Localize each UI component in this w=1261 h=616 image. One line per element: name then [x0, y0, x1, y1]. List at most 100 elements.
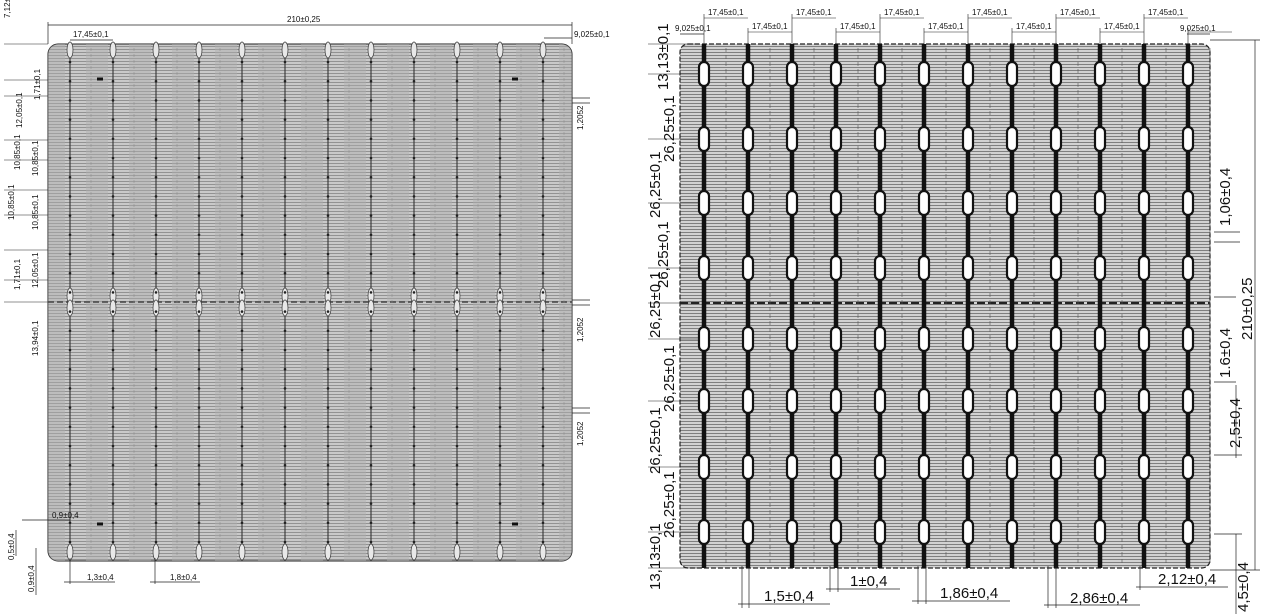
front-solder-dot	[197, 118, 201, 121]
front-solder-dot	[326, 214, 330, 217]
front-busbars	[66, 41, 547, 561]
front-solder-dot	[111, 310, 115, 313]
front-solder-dot	[197, 214, 201, 217]
front-busbar-end	[195, 543, 203, 561]
front-solder-dot	[541, 233, 545, 237]
front-solder-dot	[240, 99, 244, 102]
back-solder-pad	[1005, 518, 1019, 546]
front-solder-dot	[240, 540, 244, 544]
front-solder-dot	[498, 502, 502, 505]
front-solder-dot	[326, 233, 330, 237]
front-solder-dot	[154, 291, 158, 294]
front-busbar-end	[66, 41, 74, 59]
back-solder-pad	[741, 189, 755, 217]
front-solder-dot	[197, 502, 201, 505]
dim-front-left: 10,85±0,1	[7, 184, 16, 220]
back-solder-pad	[1093, 453, 1107, 481]
back-solder-pad	[785, 60, 799, 88]
dim-back-top-pitch: 17,45±0,1	[840, 22, 876, 31]
dim-front-overall-width: 210±0,25	[287, 15, 321, 24]
front-busbar-end	[109, 41, 117, 59]
back-solder-pad	[1049, 518, 1063, 546]
front-bottom-dims: 1,3±0,4 1,8±0,4	[64, 558, 200, 584]
front-solder-dot	[369, 271, 373, 275]
front-solder-dot	[369, 60, 373, 64]
front-busbar-end	[496, 543, 504, 561]
front-solder-dot	[326, 271, 330, 275]
back-solder-pad	[829, 387, 843, 415]
back-solder-pad	[829, 518, 843, 546]
front-solder-dot	[240, 367, 244, 371]
front-solder-dot	[541, 252, 545, 256]
dim-back-left: 26,25±0,1	[647, 151, 664, 218]
dim-front-bottom-1: 1,3±0,4	[87, 573, 114, 582]
dim-back-left: 26,25±0,1	[655, 221, 672, 288]
back-solder-pad	[785, 189, 799, 217]
front-solder-dot	[541, 291, 545, 294]
front-solder-dot	[111, 502, 115, 505]
front-solder-dot	[154, 348, 158, 352]
front-solder-dot	[369, 175, 373, 179]
front-solder-dot	[326, 521, 330, 525]
front-solder-dot	[455, 291, 459, 294]
front-solder-dot	[154, 195, 158, 198]
front-solder-dot	[369, 387, 373, 390]
front-solder-dot	[455, 502, 459, 505]
back-solder-pad	[1093, 189, 1107, 217]
dim-back-bottom-right: 4,5±0,4	[1235, 562, 1252, 612]
dim-back-bottom-1: 1,5±0,4	[764, 588, 814, 605]
front-solder-dot	[412, 425, 416, 429]
back-solder-pad	[961, 254, 975, 282]
front-solder-dot	[412, 214, 416, 217]
front-solder-dot	[111, 214, 115, 217]
front-solder-dot	[412, 387, 416, 390]
back-right-dims: 210±0,25 1,06±0,4 1.6±0,4 2,5±0,4 4,5±0,…	[1210, 39, 1260, 614]
front-solder-dot	[111, 425, 115, 429]
dim-back-top-pitch: 17,45±0,1	[1104, 22, 1140, 31]
back-solder-pad	[1005, 254, 1019, 282]
back-solder-pad	[741, 453, 755, 481]
back-solder-pad	[785, 453, 799, 481]
front-solder-dot	[412, 521, 416, 525]
front-solder-dot	[240, 271, 244, 275]
back-solder-pad	[873, 254, 887, 282]
front-solder-dot	[455, 425, 459, 429]
front-solder-dot	[455, 310, 459, 313]
dim-back-left: 13,13±0,1	[647, 523, 664, 590]
front-solder-dot	[541, 175, 545, 179]
dim-front-right-2: 1,2052	[576, 317, 585, 342]
back-solder-pad	[917, 453, 931, 481]
front-solder-dot	[498, 118, 502, 121]
front-solder-dot	[455, 175, 459, 179]
front-solder-dot	[455, 137, 459, 141]
dim-back-top-right-edge: 9,025±0,1	[1180, 24, 1216, 33]
front-solder-dot	[283, 195, 287, 198]
front-busbar-end	[238, 543, 246, 561]
front-solder-dot	[197, 367, 201, 371]
front-solder-dot	[498, 195, 502, 198]
back-solder-pad	[873, 387, 887, 415]
front-solder-dot	[369, 348, 373, 352]
front-solder-dot	[154, 367, 158, 371]
front-solder-dot	[154, 521, 158, 525]
front-solder-dot	[412, 348, 416, 352]
front-solder-dot	[455, 156, 459, 160]
front-solder-dot	[197, 137, 201, 141]
back-solder-pad	[829, 254, 843, 282]
front-solder-dot	[197, 291, 201, 294]
front-busbar-end	[324, 299, 332, 317]
back-solder-pad	[1093, 60, 1107, 88]
front-solder-dot	[369, 406, 373, 409]
front-solder-dot	[154, 252, 158, 256]
back-solder-pad	[785, 387, 799, 415]
back-solder-pad	[697, 453, 711, 481]
front-solder-dot	[68, 540, 72, 544]
front-solder-dot	[326, 406, 330, 409]
front-solder-dot	[498, 252, 502, 256]
front-solder-dot	[154, 99, 158, 102]
front-solder-dot	[283, 214, 287, 217]
front-solder-dot	[541, 214, 545, 217]
front-busbar-end	[453, 41, 461, 59]
dim-back-left: 26,25±0,1	[647, 407, 664, 474]
front-busbar-end	[195, 299, 203, 317]
